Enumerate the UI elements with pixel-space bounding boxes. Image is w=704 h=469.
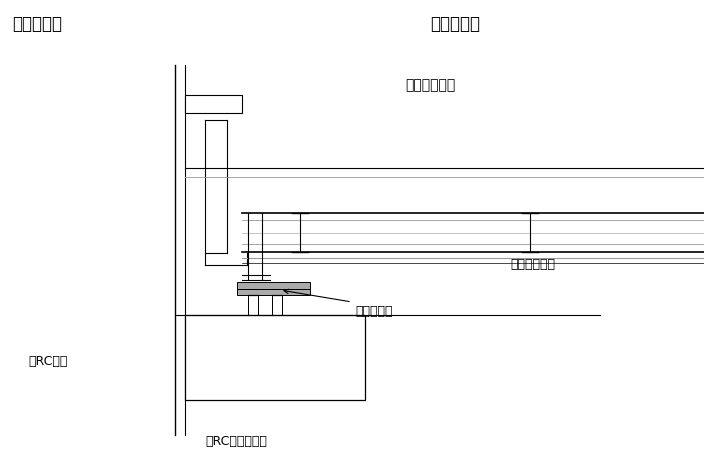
Text: （RC柱）: （RC柱） xyxy=(28,355,68,368)
Text: すべり支承: すべり支承 xyxy=(355,305,393,318)
Bar xyxy=(185,315,365,400)
Bar xyxy=(237,282,310,289)
Text: （RC片持ち梁）: （RC片持ち梁） xyxy=(205,435,267,448)
Text: （公共通路）: （公共通路） xyxy=(405,78,455,92)
Bar xyxy=(185,95,242,113)
Text: 【商業棟】: 【商業棟】 xyxy=(430,15,480,33)
Bar xyxy=(237,289,310,295)
Text: （鱄骨大梁）: （鱄骨大梁） xyxy=(510,258,555,271)
Text: 【住宅棟】: 【住宅棟】 xyxy=(12,15,62,33)
